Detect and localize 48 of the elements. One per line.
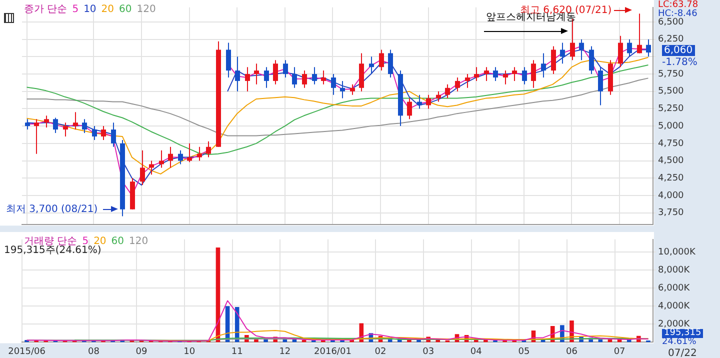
y-tick-label: 6,500 (658, 17, 684, 28)
y-tick-label: 5,000 (658, 121, 684, 132)
text: 07/22 (668, 348, 697, 358)
x-tick-label: 02 (374, 346, 386, 357)
x-tick-label: 07 (614, 346, 626, 357)
x-tick-label: 10 (184, 346, 196, 357)
x-tick-label: 04 (470, 346, 482, 357)
text: 6,060 (662, 45, 695, 56)
y-tick-label: 4,500 (658, 156, 684, 166)
y-tick-label: 4,250 (658, 173, 684, 184)
text: 195,315 (662, 328, 704, 338)
text: 60 (119, 4, 132, 15)
annotation: 195,315주(24.61%) (4, 245, 102, 256)
text: -1.78% (662, 57, 698, 68)
x-tick-label: 06 (566, 346, 578, 357)
y-tick-label: 5,250 (658, 104, 684, 114)
text: 120 (136, 4, 156, 15)
y-tick-label: 4,000 (658, 190, 684, 201)
x-tick-label: 11 (231, 346, 243, 357)
y-tick-label: 10,000K (658, 247, 696, 258)
text: 20 (101, 4, 114, 15)
y-tick-label: 8,000K (658, 265, 691, 276)
y-tick-label: 6,000K (658, 283, 691, 294)
x-tick-label: 2015/06 (8, 346, 46, 357)
x-tick-label: 09 (136, 346, 148, 357)
x-tick-label: 2016/01 (314, 346, 352, 357)
y-tick-label: 5,750 (658, 69, 684, 80)
text: 5 (72, 4, 79, 15)
text: 24.61% (662, 337, 696, 347)
y-tick-label: 5,500 (658, 86, 684, 97)
y-tick-label: 4,000K (658, 301, 691, 312)
text: LC:63.78 (658, 0, 698, 10)
x-tick-label: 03 (422, 346, 434, 357)
text: 60 (111, 236, 124, 247)
x-tick-label: 12 (279, 346, 291, 357)
text: HC:-8.46 (658, 9, 698, 19)
y-tick-label: 3,750 (658, 208, 684, 218)
text: 10 (84, 4, 96, 15)
legend-title: 거래량 단순 (24, 236, 78, 247)
text: 120 (129, 236, 148, 247)
x-tick-label: 05 (518, 346, 530, 357)
annotation: 최저 3,700 (08/21) (6, 204, 98, 215)
text: 5 (82, 236, 89, 247)
legend-title: 종가 단순 (24, 4, 68, 15)
y-tick-label: 2,000K (658, 320, 691, 330)
y-tick-label: 6,250 (658, 34, 684, 45)
y-tick-label: 4,750 (658, 138, 684, 149)
x-tick-label: 08 (88, 346, 100, 357)
